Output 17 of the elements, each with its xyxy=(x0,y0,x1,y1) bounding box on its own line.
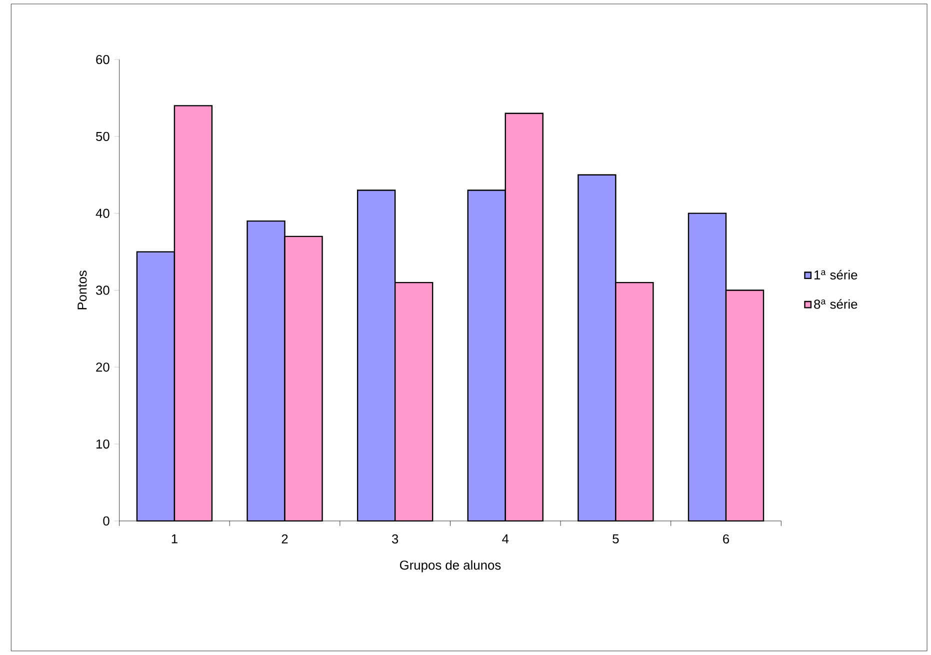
y-tick-label: 10 xyxy=(96,440,110,449)
y-axis-title: Pontos xyxy=(78,270,87,310)
y-tick-label: 20 xyxy=(96,362,110,372)
legend-label: 1$^{a}$ série xyxy=(814,270,858,280)
x-tick-label: 4 xyxy=(502,534,509,544)
y-tick-label: 40 xyxy=(96,208,110,218)
y-tick-label: 30 xyxy=(96,286,110,295)
y-tick-label: 0 xyxy=(103,516,110,526)
x-tick-label: 3 xyxy=(392,534,398,544)
x-tick-label: 5 xyxy=(612,534,619,544)
x-tick-label: 1 xyxy=(172,534,178,544)
x-axis-title: Grupos de alunos xyxy=(400,560,501,572)
x-tick-label: 2 xyxy=(282,534,288,544)
legend-label: 8$^{a}$ série xyxy=(814,299,858,309)
y-tick-label: 50 xyxy=(96,132,110,142)
x-tick-label: 6 xyxy=(723,534,730,544)
y-tick-label: 60 xyxy=(96,55,110,64)
